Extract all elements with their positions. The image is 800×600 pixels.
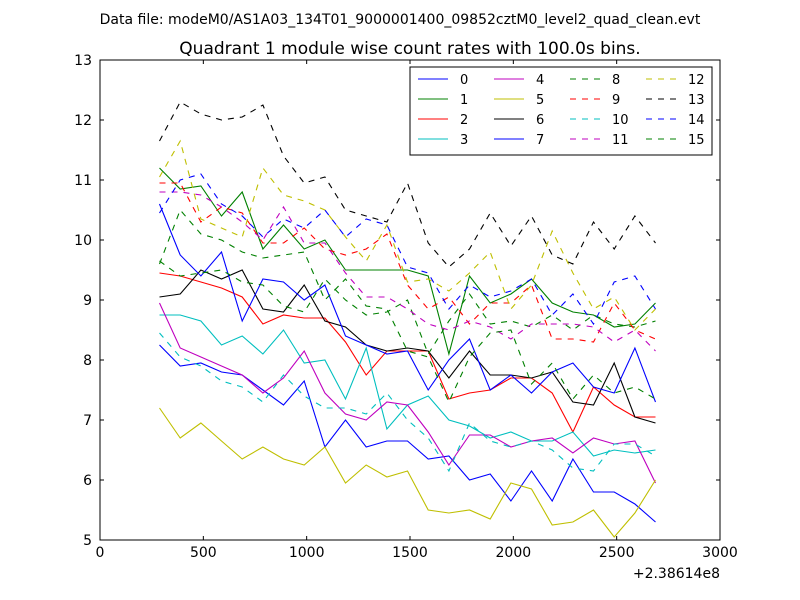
y-tick-label: 5 [83, 533, 92, 549]
legend-label-8: 8 [612, 73, 620, 88]
series-line-13 [159, 101, 656, 268]
legend-label-3: 3 [460, 133, 468, 148]
series-line-5 [159, 407, 656, 538]
series-line-4 [159, 302, 656, 484]
y-tick-label: 8 [83, 353, 92, 369]
series-line-8 [159, 260, 656, 356]
x-tick-label: 2500 [599, 545, 635, 561]
x-tick-label: 1000 [289, 545, 325, 561]
series-line-14 [159, 173, 656, 326]
legend-label-11: 11 [612, 133, 629, 148]
legend-label-13: 13 [688, 93, 705, 108]
y-tick-label: 6 [83, 473, 92, 489]
y-tick-label: 13 [74, 53, 92, 69]
legend-label-12: 12 [688, 73, 705, 88]
chart-suptitle: Data file: modeM0/AS1A03_134T01_90000014… [100, 12, 701, 28]
y-tick-label: 12 [74, 113, 92, 129]
legend-label-0: 0 [460, 73, 468, 88]
y-tick-label: 11 [74, 173, 92, 189]
x-tick-label: 0 [96, 545, 105, 561]
plot-frame [99, 59, 721, 541]
x-tick-label: 500 [190, 545, 217, 561]
legend-label-15: 15 [688, 133, 705, 148]
legend-label-5: 5 [536, 93, 544, 108]
y-tick-label: 7 [83, 413, 92, 429]
legend-label-9: 9 [612, 93, 620, 108]
series-line-12 [159, 139, 656, 331]
legend-label-2: 2 [460, 113, 468, 128]
series-line-1 [159, 167, 656, 357]
series-line-15 [158, 208, 656, 404]
x-tick-label: 2000 [496, 545, 532, 561]
series-line-7 [158, 203, 657, 403]
x-tick-label: 1500 [392, 545, 428, 561]
chart-title: Quadrant 1 module wise count rates with … [179, 39, 640, 59]
series-line-9 [159, 182, 656, 343]
legend-label-4: 4 [536, 73, 544, 88]
series-layer [158, 101, 657, 538]
x-tick-label: 3000 [702, 545, 738, 561]
legend-label-1: 1 [460, 93, 468, 108]
legend-label-7: 7 [536, 133, 544, 148]
legend-label-10: 10 [612, 113, 629, 128]
legend-label-6: 6 [536, 113, 544, 128]
legend-label-14: 14 [688, 113, 705, 128]
x-offset-label: +2.38614e8 [633, 566, 720, 582]
legend-box [409, 66, 713, 156]
y-tick-label: 10 [74, 233, 92, 249]
y-tick-label: 9 [83, 293, 92, 309]
series-line-10 [159, 332, 656, 473]
series-line-6 [159, 269, 656, 424]
